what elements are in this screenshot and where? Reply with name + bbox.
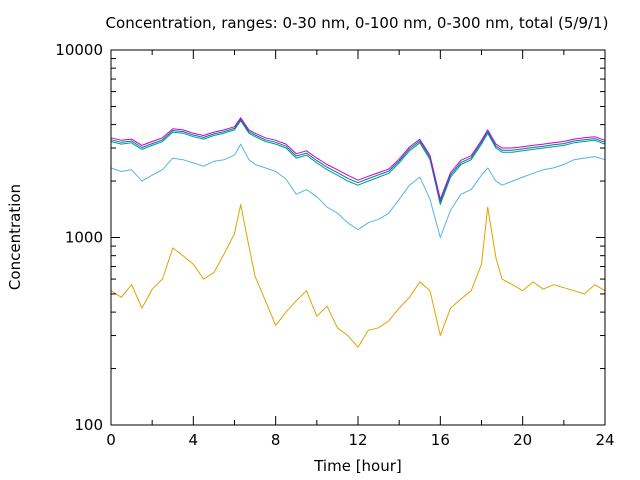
y-tick-label: 10000: [55, 41, 103, 59]
series-line-3: [110, 120, 606, 205]
series-line-1: [110, 204, 606, 348]
chart-title: Concentration, ranges: 0-30 nm, 0-100 nm…: [106, 14, 609, 32]
x-tick-label: 12: [348, 431, 367, 449]
y-axis-label: Concentration: [6, 184, 24, 290]
x-tick-label: 16: [431, 431, 450, 449]
axis-ticks: 0 4 8 12 16 20 24 100 1000 10000: [55, 41, 614, 449]
y-tick-label: 100: [74, 416, 103, 434]
x-tick-label: 20: [513, 431, 532, 449]
series-line-4: [110, 118, 606, 203]
x-tick-label: 24: [595, 431, 614, 449]
plot-frame: [110, 49, 606, 426]
x-axis-label: Time [hour]: [313, 457, 402, 475]
y-tick-label: 1000: [65, 229, 103, 247]
series-line-5: [110, 117, 606, 200]
series-line-2: [110, 143, 606, 238]
x-tick-label: 4: [189, 431, 199, 449]
series-layer: [110, 117, 606, 348]
x-tick-label: 0: [106, 431, 116, 449]
x-tick-label: 8: [271, 431, 281, 449]
